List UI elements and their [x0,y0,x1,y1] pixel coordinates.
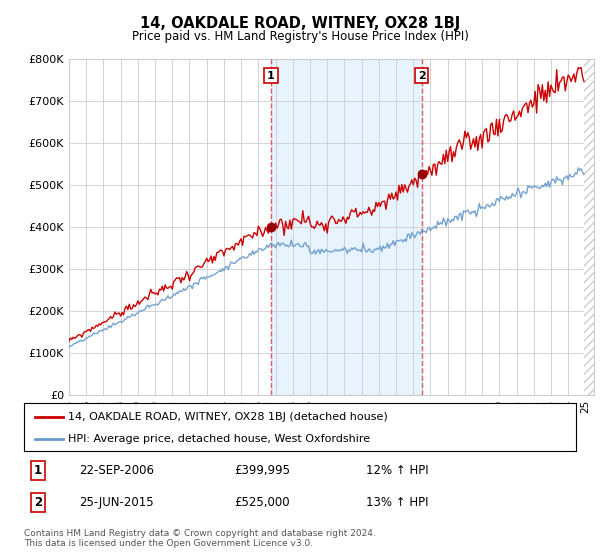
Text: 14, OAKDALE ROAD, WITNEY, OX28 1BJ: 14, OAKDALE ROAD, WITNEY, OX28 1BJ [140,16,460,31]
Bar [584,59,594,395]
Text: 1: 1 [267,71,275,81]
Text: 2: 2 [34,496,42,509]
Text: £399,995: £399,995 [234,464,290,477]
Text: 12% ↑ HPI: 12% ↑ HPI [366,464,429,477]
Bar [584,59,594,395]
Text: HPI: Average price, detached house, West Oxfordshire: HPI: Average price, detached house, West… [68,434,370,444]
Text: 22-SEP-2006: 22-SEP-2006 [79,464,154,477]
Bar [271,59,422,395]
Text: £525,000: £525,000 [234,496,289,509]
Text: 13% ↑ HPI: 13% ↑ HPI [366,496,429,509]
Text: Contains HM Land Registry data © Crown copyright and database right 2024.
This d: Contains HM Land Registry data © Crown c… [24,529,376,548]
Text: 14, OAKDALE ROAD, WITNEY, OX28 1BJ (detached house): 14, OAKDALE ROAD, WITNEY, OX28 1BJ (deta… [68,412,388,422]
Text: Price paid vs. HM Land Registry's House Price Index (HPI): Price paid vs. HM Land Registry's House … [131,30,469,43]
Text: 2: 2 [418,71,425,81]
Text: 1: 1 [34,464,42,477]
Text: 25-JUN-2015: 25-JUN-2015 [79,496,154,509]
